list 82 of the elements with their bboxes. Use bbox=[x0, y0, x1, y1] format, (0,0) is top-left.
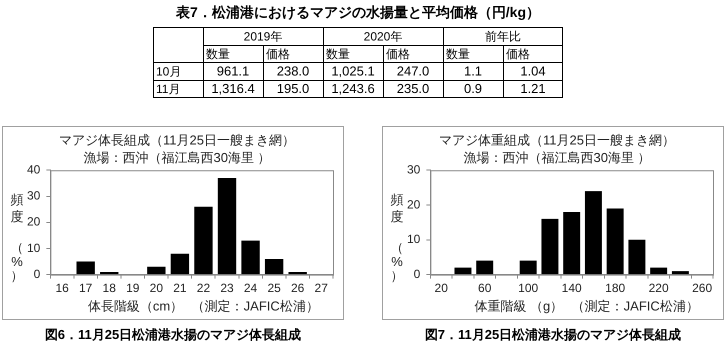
data-label: 0.9 bbox=[464, 81, 482, 96]
text: 前年比 bbox=[485, 29, 521, 44]
bar bbox=[288, 272, 307, 274]
y-tick-label: 20 bbox=[406, 197, 421, 212]
bar bbox=[264, 258, 284, 274]
data-label: 1,316.4 bbox=[211, 81, 255, 96]
x-tick-label: 27 bbox=[314, 281, 328, 296]
x-tick-label: 26 bbox=[290, 281, 305, 296]
data-label: 238.0 bbox=[276, 64, 310, 79]
bar bbox=[584, 191, 602, 274]
text: 頻度（%） bbox=[390, 192, 404, 283]
x-tick-label: 価格 bbox=[266, 46, 290, 61]
bar bbox=[147, 266, 166, 274]
x-axis-title: 体長階級（cm） bbox=[88, 298, 184, 314]
bar bbox=[628, 240, 646, 274]
data-label: 961.1 bbox=[216, 64, 250, 79]
chart-subtitle: 漁場：西沖（福江島西30海里 ） bbox=[463, 150, 651, 165]
x-tick-label: 25 bbox=[267, 281, 282, 296]
chart-title: 表7．松浦港におけるマアジの水揚量と平均価格（円/kg） bbox=[174, 4, 540, 20]
text: 2019年 bbox=[244, 29, 282, 44]
x-tick-label: 22 bbox=[196, 281, 210, 296]
bar bbox=[606, 208, 624, 274]
x-tick-label: 60 bbox=[478, 281, 492, 296]
bar bbox=[541, 218, 558, 274]
caption: 図7．11月25日松浦港水揚のマアジ体長組成 bbox=[424, 326, 682, 344]
x-tick-label: 数量 bbox=[446, 46, 470, 61]
text: （測定：JAFIC松浦） bbox=[192, 298, 319, 314]
x-tick-label: 24 bbox=[244, 281, 258, 296]
bar bbox=[650, 268, 668, 274]
bar bbox=[563, 212, 580, 274]
bar bbox=[454, 268, 472, 274]
x-tick-label: 21 bbox=[173, 281, 187, 296]
y-tick-label: 10 bbox=[406, 232, 421, 246]
y-tick-label: 11月 bbox=[156, 82, 180, 96]
x-tick-label: 16 bbox=[55, 281, 70, 296]
y-tick-label: 30 bbox=[406, 162, 421, 177]
bar bbox=[170, 254, 190, 274]
bar bbox=[194, 206, 213, 274]
bar bbox=[100, 272, 118, 274]
bar bbox=[241, 240, 260, 274]
x-tick-label: 260 bbox=[692, 281, 712, 296]
x-tick-label: 23 bbox=[220, 281, 234, 296]
x-tick-label: 数量 bbox=[326, 46, 350, 61]
chart-title: マアジ体長組成（11月25日一艘まき網） bbox=[59, 132, 295, 148]
x-tick-label: 140 bbox=[562, 281, 582, 296]
data-label: 1,243.6 bbox=[331, 81, 375, 96]
chart-subtitle: 漁場：西沖（福江島西30海里 ） bbox=[83, 150, 271, 165]
x-tick-label: 180 bbox=[605, 281, 626, 296]
y-tick-label: 40 bbox=[26, 162, 41, 177]
data-label: 235.0 bbox=[396, 81, 430, 96]
x-tick-label: 100 bbox=[518, 281, 539, 296]
bar bbox=[476, 260, 494, 274]
x-tick-label: 220 bbox=[648, 281, 669, 296]
x-tick-label: 価格 bbox=[386, 46, 410, 61]
bar bbox=[520, 260, 537, 274]
data-label: 1.21 bbox=[520, 81, 546, 96]
bar bbox=[76, 262, 95, 274]
y-tick-label: 20 bbox=[26, 214, 41, 229]
bar bbox=[218, 178, 236, 274]
data-label: 1.04 bbox=[520, 64, 546, 79]
bar bbox=[672, 271, 689, 274]
x-tick-label: 20 bbox=[434, 281, 448, 296]
x-tick-label: 17 bbox=[79, 281, 93, 296]
data-label: 1.1 bbox=[464, 64, 482, 79]
y-tick-label: 0 bbox=[34, 266, 41, 281]
chart-title: マアジ体重組成（11月25日一艘まき網） bbox=[439, 132, 675, 148]
text: 2020年 bbox=[364, 29, 402, 44]
y-tick-label: 30 bbox=[26, 188, 41, 203]
x-axis-title: 体重階級 （g） bbox=[474, 298, 564, 314]
data-label: 1,025.1 bbox=[331, 64, 375, 79]
caption: 図6．11月25日松浦港水揚のマアジ体長組成 bbox=[44, 326, 302, 344]
data-label: 195.0 bbox=[276, 81, 310, 96]
y-tick-label: 0 bbox=[414, 266, 421, 281]
text: （測定：JAFIC松浦） bbox=[572, 298, 699, 314]
data-label: 247.0 bbox=[396, 64, 430, 79]
y-tick-label: 10月 bbox=[156, 64, 182, 78]
x-tick-label: 価格 bbox=[506, 46, 530, 61]
x-tick-label: 18 bbox=[102, 281, 116, 296]
x-tick-label: 数量 bbox=[206, 46, 230, 61]
x-tick-label: 19 bbox=[126, 281, 140, 296]
y-tick-label: 10 bbox=[26, 240, 41, 255]
text: 頻度（%） bbox=[10, 192, 24, 283]
